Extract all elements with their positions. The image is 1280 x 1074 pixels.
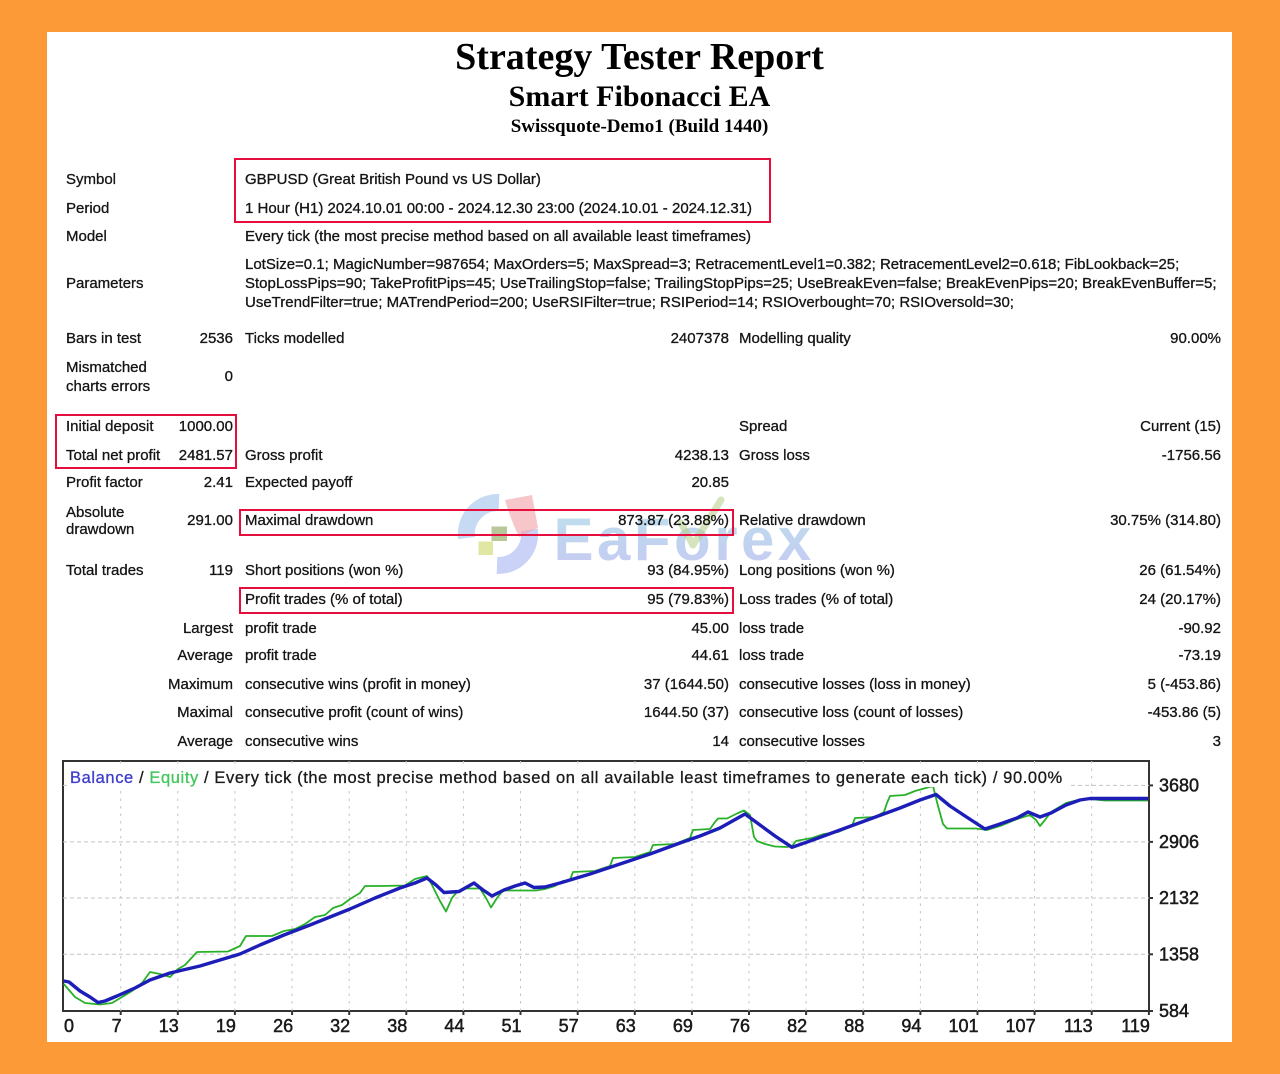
svg-text:44: 44 (444, 1016, 464, 1036)
svg-text:0: 0 (64, 1016, 74, 1036)
svg-text:EaForex: EaForex (554, 506, 815, 573)
svg-text:2132: 2132 (1159, 888, 1199, 908)
svg-text:19: 19 (216, 1016, 236, 1036)
svg-text:101: 101 (948, 1016, 978, 1036)
svg-text:Balance / Equity / Every tick: Balance / Equity / Every tick (the most … (70, 769, 1063, 787)
svg-text:51: 51 (501, 1016, 521, 1036)
svg-text:63: 63 (616, 1016, 636, 1036)
svg-text:1358: 1358 (1159, 944, 1199, 964)
svg-text:113: 113 (1064, 1016, 1093, 1036)
svg-text:7: 7 (112, 1016, 122, 1036)
svg-text:119: 119 (1121, 1016, 1150, 1036)
svg-text:584: 584 (1159, 1001, 1189, 1021)
svg-text:57: 57 (559, 1016, 579, 1036)
svg-text:88: 88 (844, 1016, 864, 1036)
svg-text:38: 38 (387, 1016, 407, 1036)
svg-text:3680: 3680 (1159, 775, 1199, 795)
svg-text:13: 13 (159, 1016, 179, 1036)
svg-text:69: 69 (673, 1016, 693, 1036)
svg-text:94: 94 (901, 1016, 921, 1036)
svg-text:107: 107 (1006, 1016, 1036, 1036)
svg-text:82: 82 (787, 1016, 807, 1036)
svg-text:76: 76 (730, 1016, 750, 1036)
svg-text:2906: 2906 (1159, 832, 1199, 852)
svg-text:32: 32 (330, 1016, 350, 1036)
svg-text:26: 26 (273, 1016, 293, 1036)
